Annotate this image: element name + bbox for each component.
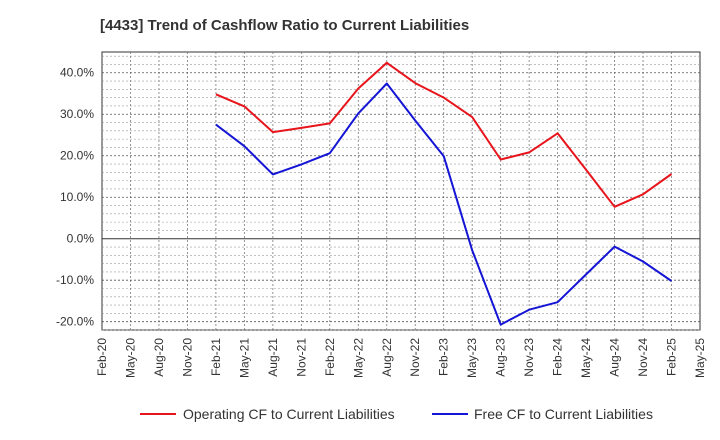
grid — [102, 52, 700, 331]
x-tick-label: May-24 — [579, 338, 593, 378]
x-tick-label: Feb-23 — [437, 338, 451, 376]
axes: 40.0%30.0%20.0%10.0%0.0%-10.0%-20.0%Feb-… — [56, 66, 707, 378]
x-tick-label: Aug-22 — [380, 338, 394, 377]
y-tick-label: 0.0% — [67, 232, 95, 246]
legend-label: Operating CF to Current Liabilities — [183, 406, 395, 422]
y-tick-label: -10.0% — [56, 273, 94, 287]
series-line-operating-cf — [215, 61, 673, 208]
x-tick-label: May-23 — [465, 338, 479, 378]
x-tick-label: Feb-21 — [209, 338, 223, 376]
x-tick-label: Nov-22 — [408, 338, 422, 377]
x-tick-label: Nov-21 — [294, 338, 308, 377]
x-tick-label: Nov-20 — [180, 338, 194, 377]
x-tick-label: May-25 — [693, 338, 707, 378]
y-tick-label: 10.0% — [60, 190, 94, 204]
chart-title: [4433] Trend of Cashflow Ratio to Curren… — [100, 17, 469, 34]
legend: Operating CF to Current Liabilities Free … — [140, 406, 653, 422]
x-tick-label: May-20 — [123, 338, 137, 378]
series-line-free-cf — [215, 82, 673, 326]
x-tick-label: Aug-24 — [608, 338, 622, 377]
x-tick-label: Feb-22 — [323, 338, 337, 376]
x-tick-label: May-21 — [237, 338, 251, 378]
y-tick-label: 30.0% — [60, 107, 94, 121]
y-tick-label: 20.0% — [60, 149, 94, 163]
x-tick-label: May-22 — [351, 338, 365, 378]
x-tick-label: Aug-21 — [266, 338, 280, 377]
x-tick-label: Feb-20 — [95, 338, 109, 376]
plot-area — [101, 51, 701, 331]
legend-label: Free CF to Current Liabilities — [474, 406, 653, 422]
x-tick-label: Nov-23 — [522, 338, 536, 377]
x-tick-label: Feb-24 — [551, 338, 565, 376]
x-tick-label: Aug-20 — [152, 338, 166, 377]
x-tick-label: Aug-23 — [494, 338, 508, 377]
y-tick-label: 40.0% — [60, 66, 94, 80]
series-lines — [215, 61, 673, 326]
y-tick-label: -20.0% — [56, 315, 94, 329]
x-tick-label: Feb-25 — [665, 338, 679, 376]
x-tick-label: Nov-24 — [636, 338, 650, 377]
